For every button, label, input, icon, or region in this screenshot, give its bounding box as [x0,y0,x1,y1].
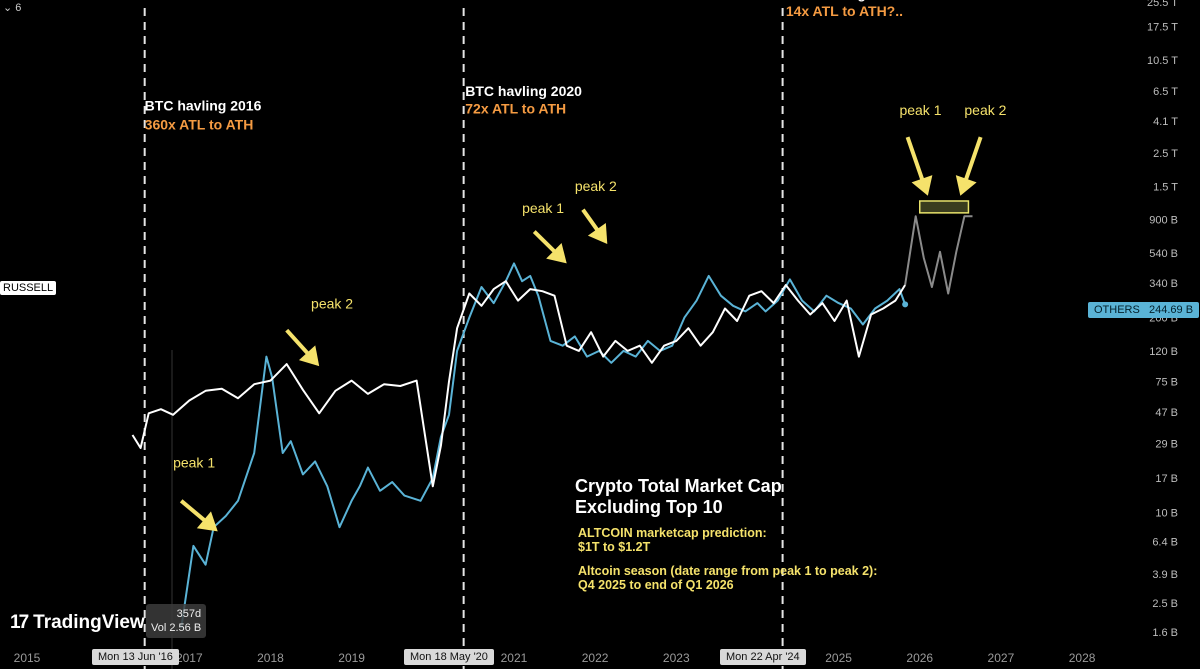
y-tick-label: 540 B [1149,248,1178,260]
logo-text: TradingView [33,612,145,633]
x-tick-label: 2019 [338,651,365,665]
arrow-shaft [962,136,983,186]
y-tick-label: 29 B [1155,438,1178,450]
x-tick-label: 2025 [825,651,852,665]
x-tick-label: 2026 [906,651,933,665]
x-tick-label: 2017 [176,651,203,665]
prediction-value: $1T to $1.2T [578,540,651,554]
date-marker-2024: Mon 22 Apr '24 [720,649,806,665]
y-tick-label: 17.5 T [1147,22,1178,34]
y-tick-label: 75 B [1155,377,1178,389]
arrow-2 [532,230,567,264]
tooltip-volume: Vol 2.56 B [151,622,202,634]
annotation-8: peak 1 [522,200,564,216]
annotation-6: peak 2 [311,296,353,312]
y-tick-label: 1.6 B [1152,627,1178,639]
y-tick-label: 2.5 T [1153,148,1178,160]
others-ticker-label: OTHERS [1094,304,1140,316]
arrow-4 [905,136,933,196]
series-lines [131,215,973,629]
x-tick-label: 2028 [1069,651,1096,665]
annotation-0: BTC havling 2016 [145,98,262,114]
annotation-11: peak 2 [964,102,1006,118]
y-tick-label: 4.1 T [1153,116,1178,128]
y-tick-label: 6.4 B [1152,537,1178,549]
y-tick-label: 3.9 B [1152,569,1178,581]
y-tick-label: 2.5 B [1152,598,1178,610]
x-tick-label: 2018 [257,651,284,665]
annotation-3: 72x ATL to ATH [465,101,566,117]
series-line-others [180,262,907,629]
arrow-head [298,345,320,367]
y-tick-label: 10.5 T [1147,55,1178,67]
annotation-2: BTC havling 2020 [465,83,582,99]
y-tick-label: 1.5 T [1153,181,1178,193]
interval-dropdown[interactable]: ⌄ 6 [3,1,21,14]
date-marker-2016: Mon 13 Jun '16 [92,649,179,665]
arrow-head [587,222,608,244]
annotation-10: peak 1 [899,102,941,118]
arrow-1 [179,499,218,532]
season-value: Q4 2025 to end of Q1 2026 [578,578,734,592]
prediction-box [919,200,970,214]
others-ticker-value: 244.69 B [1149,304,1194,316]
text-heading-2: Excluding Top 10 [575,497,723,517]
y-tick-label: 900 B [1149,215,1178,227]
arrow-shaft [285,328,313,359]
arrow-3 [581,208,608,244]
arrow-head [955,175,977,196]
chevron-down-icon: ⌄ [3,2,13,14]
arrow-5 [955,136,983,196]
arrow-0 [285,328,320,367]
annotations: BTC havling 2016 360x ATL to ATH BTC havli… [145,0,1007,471]
x-tick-label: 2022 [582,651,609,665]
tradingview-logo: 17 TradingView [10,612,145,634]
date-marker-2020: Mon 18 May '20 [404,649,494,665]
others-value-badge: 244.69 B [1143,302,1200,318]
y-tick-label: 17 B [1155,473,1178,485]
series-line-projection [904,215,973,295]
arrow-head [546,242,567,264]
x-tick-label: 2027 [988,651,1015,665]
x-tick-label: 2015 [14,651,41,665]
tooltip-period: 357d [176,608,202,620]
text-heading-1: Crypto Total Market Cap [575,476,782,496]
y-tick-label: 6.5 T [1153,86,1178,98]
interval-label: 6 [15,2,22,14]
x-tick-label: 2021 [501,651,528,665]
series-line-russell [131,280,906,488]
y-tick-label: 47 B [1155,407,1178,419]
others-ticker-badge[interactable]: OTHERS [1088,302,1146,318]
arrow-shaft [905,136,926,186]
x-tick-label: 2023 [663,651,690,665]
annotation-9: peak 2 [575,178,617,194]
annotation-arrows [179,136,983,532]
russell-badge[interactable]: RUSSELL [0,281,57,295]
annotation-7: peak 1 [173,455,215,471]
y-axis: 25.5 T 17.5 T 10.5 T 6.5 T 4.1 T 2.5 T 1.5 T 90… [1147,0,1178,639]
season-label: Altcoin season (date range from peak 1 t… [578,564,877,578]
annotation-1: 360x ATL to ATH [145,116,254,132]
annotation-5: 14x ATL to ATH?.. [786,3,903,19]
arrow-head [196,511,218,532]
annotation-4: BTC havling 2024 [784,0,901,1]
tradingview-logo-icon: 17 [10,612,29,633]
others-last-point [902,301,909,308]
volume-tooltip: 357d Vol 2.56 B [146,604,207,638]
prediction-label: ALTCOIN marketcap prediction: [578,526,767,540]
highlight-box [919,200,970,214]
arrow-head [911,175,933,196]
y-tick-label: 340 B [1149,278,1178,290]
y-tick-label: 120 B [1149,346,1178,358]
y-tick-label: 25.5 T [1147,0,1178,9]
y-tick-label: 10 B [1155,508,1178,520]
